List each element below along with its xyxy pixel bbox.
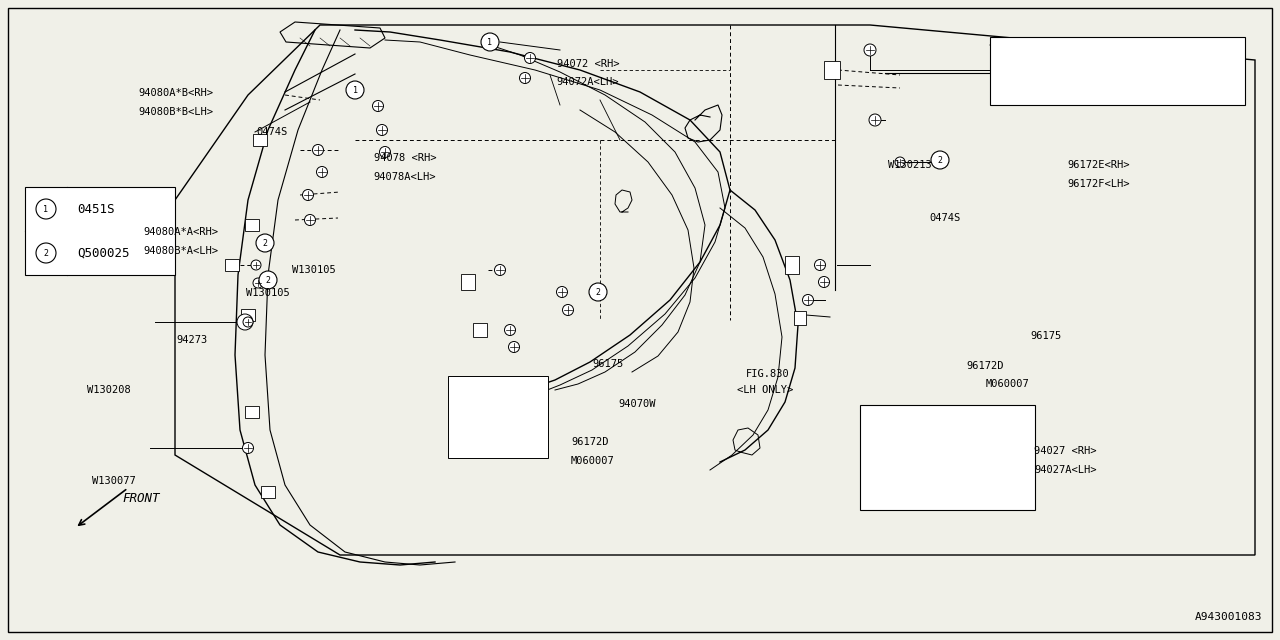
- Text: 94080A*B<RH>: 94080A*B<RH>: [138, 88, 214, 98]
- Text: 94027A<LH>: 94027A<LH>: [1034, 465, 1097, 476]
- Bar: [860, 405, 1036, 510]
- Text: 2: 2: [265, 275, 270, 285]
- Text: 96175: 96175: [1030, 331, 1061, 341]
- Text: 94080B*A<LH>: 94080B*A<LH>: [143, 246, 219, 256]
- Bar: [261, 486, 275, 498]
- Circle shape: [895, 157, 905, 167]
- Text: 94070W: 94070W: [618, 399, 655, 410]
- Text: <LH ONLY>: <LH ONLY>: [737, 385, 794, 396]
- Circle shape: [494, 264, 506, 275]
- Text: 96172E<RH>: 96172E<RH>: [1068, 160, 1130, 170]
- Text: 2: 2: [44, 248, 49, 257]
- Text: 1: 1: [488, 38, 493, 47]
- Circle shape: [379, 147, 390, 157]
- Text: FRONT: FRONT: [122, 492, 160, 505]
- Circle shape: [36, 243, 56, 263]
- Circle shape: [557, 287, 567, 298]
- Text: W130077: W130077: [92, 476, 136, 486]
- Text: 0451S: 0451S: [77, 202, 114, 216]
- Text: 94080A*A<RH>: 94080A*A<RH>: [143, 227, 219, 237]
- Circle shape: [562, 305, 573, 316]
- Bar: [461, 274, 475, 290]
- Text: 94027 <RH>: 94027 <RH>: [1034, 446, 1097, 456]
- Bar: [474, 323, 486, 337]
- Bar: [448, 376, 548, 458]
- Text: A943001083: A943001083: [1194, 612, 1262, 622]
- Text: 94072A<LH>: 94072A<LH>: [557, 77, 620, 87]
- Text: 96172D: 96172D: [571, 436, 608, 447]
- Bar: [253, 134, 268, 146]
- Text: 96172F<LH>: 96172F<LH>: [1068, 179, 1130, 189]
- Circle shape: [589, 283, 607, 301]
- Circle shape: [818, 276, 829, 287]
- Text: W130105: W130105: [292, 265, 335, 275]
- Bar: [244, 406, 259, 418]
- Circle shape: [520, 72, 530, 83]
- Text: 0474S: 0474S: [256, 127, 287, 138]
- Bar: [794, 311, 806, 325]
- Circle shape: [302, 189, 314, 200]
- Circle shape: [243, 317, 253, 327]
- Circle shape: [346, 81, 364, 99]
- Circle shape: [256, 234, 274, 252]
- Circle shape: [253, 278, 262, 288]
- Text: 96175: 96175: [593, 358, 623, 369]
- Circle shape: [376, 125, 388, 136]
- Bar: [824, 61, 840, 79]
- Circle shape: [803, 294, 814, 305]
- Bar: [225, 259, 239, 271]
- Bar: [785, 256, 799, 274]
- Text: 1: 1: [44, 205, 49, 214]
- Circle shape: [312, 145, 324, 156]
- Circle shape: [525, 52, 535, 63]
- Bar: [244, 219, 259, 231]
- Circle shape: [931, 151, 948, 169]
- Circle shape: [481, 33, 499, 51]
- Text: M060007: M060007: [571, 456, 614, 466]
- Text: 96172D: 96172D: [966, 361, 1004, 371]
- Circle shape: [814, 259, 826, 271]
- Text: 94078 <RH>: 94078 <RH>: [374, 153, 436, 163]
- Text: 94072 <RH>: 94072 <RH>: [557, 59, 620, 69]
- Circle shape: [251, 260, 261, 270]
- Circle shape: [508, 342, 520, 353]
- Circle shape: [237, 314, 253, 330]
- Text: 94273: 94273: [177, 335, 207, 346]
- Circle shape: [305, 214, 315, 225]
- Text: W130213: W130213: [888, 160, 932, 170]
- Text: 2: 2: [262, 239, 268, 248]
- Circle shape: [242, 442, 253, 454]
- Text: W130208: W130208: [87, 385, 131, 396]
- Circle shape: [316, 166, 328, 177]
- Bar: [241, 309, 255, 321]
- Circle shape: [372, 100, 384, 111]
- Text: M060007: M060007: [986, 379, 1029, 389]
- Text: 94080B*B<LH>: 94080B*B<LH>: [138, 107, 214, 117]
- Text: 2: 2: [595, 287, 600, 296]
- Text: Q500025: Q500025: [77, 246, 129, 259]
- Text: 1: 1: [352, 86, 357, 95]
- Circle shape: [869, 114, 881, 126]
- Circle shape: [36, 199, 56, 219]
- Text: 0474S: 0474S: [929, 212, 960, 223]
- Bar: [989, 37, 1245, 105]
- Text: 94078A<LH>: 94078A<LH>: [374, 172, 436, 182]
- Text: W130105: W130105: [246, 288, 289, 298]
- Text: 2: 2: [937, 156, 942, 164]
- Circle shape: [259, 271, 276, 289]
- Bar: [26, 187, 175, 275]
- Circle shape: [864, 44, 876, 56]
- Text: FIG.830: FIG.830: [746, 369, 790, 380]
- Circle shape: [504, 324, 516, 335]
